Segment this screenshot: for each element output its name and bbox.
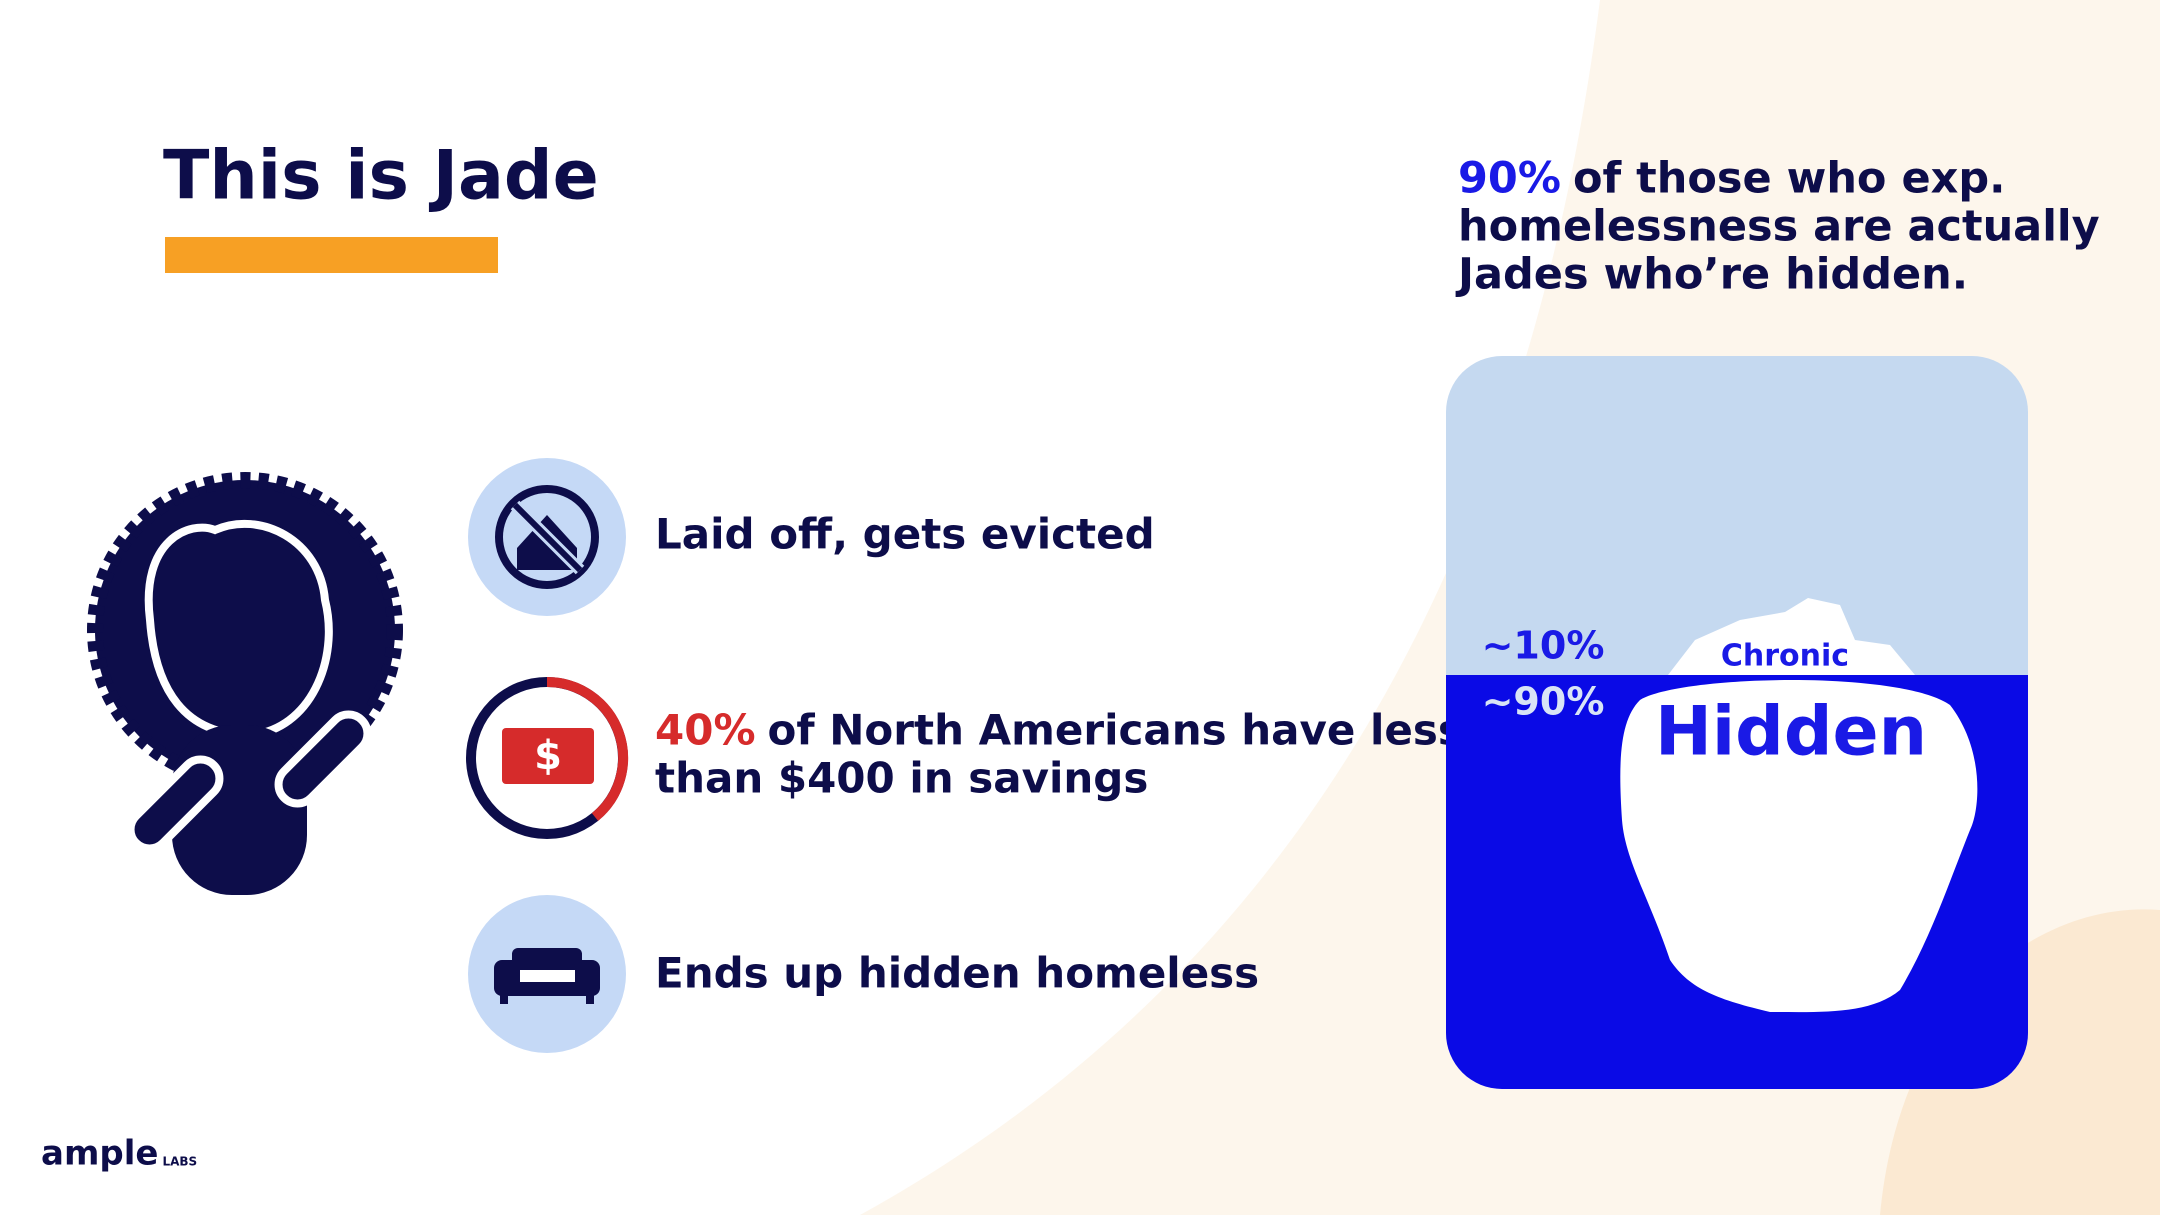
- logo-sub: LABS: [162, 1155, 197, 1169]
- step-text: of North Americans have less: [768, 706, 1463, 755]
- caption-text: of those who exp.: [1573, 154, 2006, 204]
- caption-text: homelessness are actually: [1458, 202, 2100, 252]
- below-label: ~90%: [1482, 680, 1605, 724]
- title-underline: [165, 237, 498, 273]
- caption-highlight: 90%: [1458, 154, 1561, 204]
- title: This is Jade: [163, 137, 599, 216]
- step-text: Laid off, gets evicted: [655, 510, 1155, 559]
- savings-icon: $: [466, 676, 629, 839]
- background-shape: [1880, 909, 2160, 1215]
- caption-text: Jades who’re hidden.: [1455, 250, 1968, 300]
- iceberg-panel: [1446, 356, 2028, 1089]
- step-highlight: 40%: [655, 706, 756, 755]
- body-label: Hidden: [1655, 693, 1927, 772]
- logo-brand: ample: [41, 1134, 158, 1174]
- couch-icon: [468, 895, 626, 1053]
- step-text: Ends up hidden homeless: [655, 949, 1259, 998]
- tip-label: Chronic: [1721, 639, 1849, 674]
- step-text: than $400 in savings: [655, 754, 1148, 803]
- eviction-icon: [468, 458, 626, 616]
- above-label: ~10%: [1482, 624, 1605, 668]
- person-icon: [87, 472, 403, 895]
- svg-text:$: $: [534, 733, 562, 779]
